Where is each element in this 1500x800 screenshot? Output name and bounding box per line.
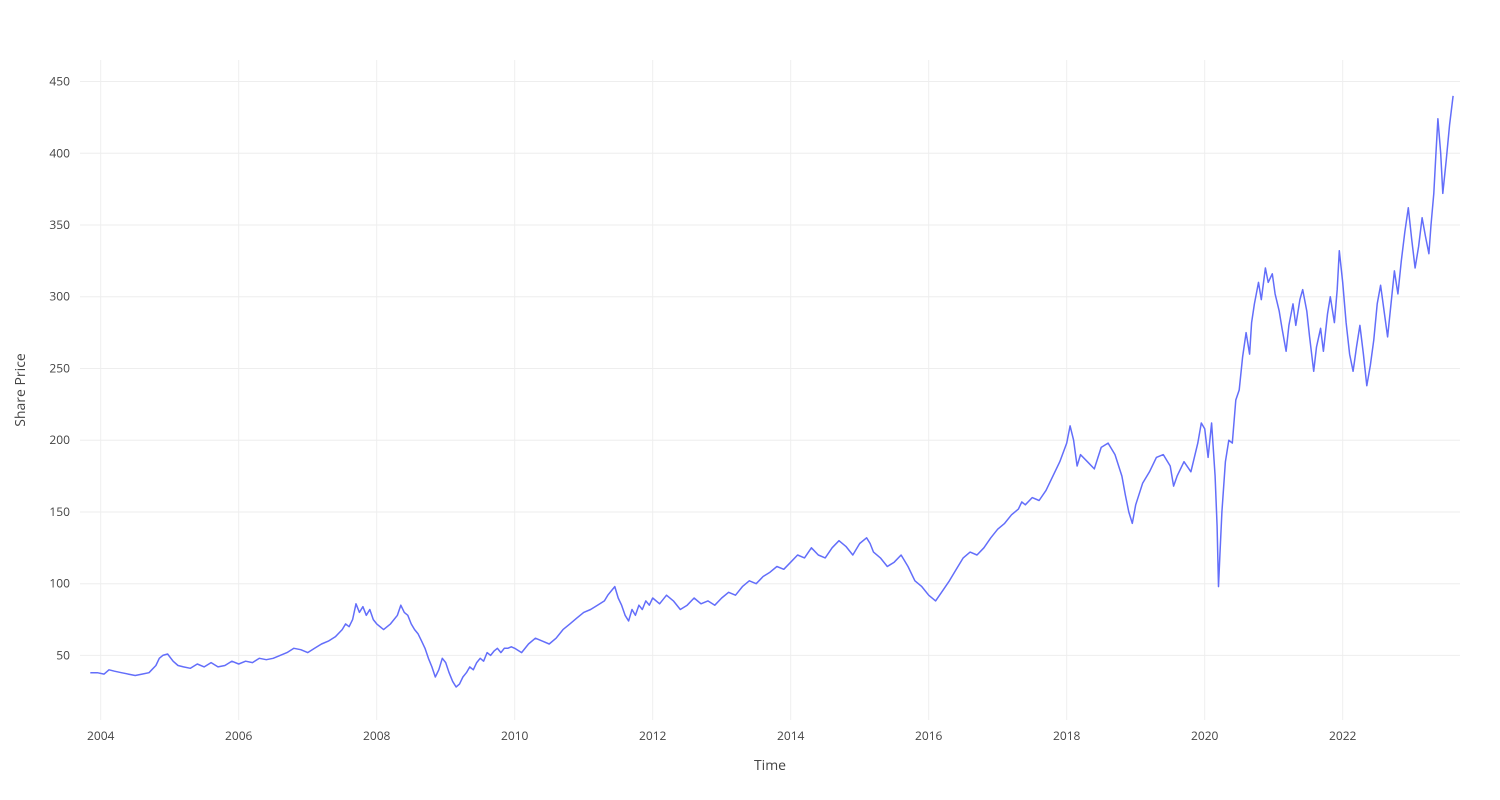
x-tick-label: 2022 (1329, 727, 1357, 744)
x-tick-label: 2004 (87, 727, 115, 744)
y-tick-label: 100 (49, 575, 70, 592)
x-tick-label: 2006 (225, 727, 253, 744)
y-tick-label: 300 (49, 288, 70, 305)
y-tick-label: 400 (49, 144, 70, 161)
x-tick-label: 2020 (1191, 727, 1219, 744)
y-tick-label: 250 (49, 359, 70, 376)
x-axis-title: Time (754, 756, 786, 775)
y-tick-label: 200 (49, 431, 70, 448)
chart-svg: 2004 2006 2008 2010 2012 2014 2016 2018 2020 2022… (0, 0, 1500, 800)
share-price-chart[interactable]: 2004 2006 2008 2010 2012 2014 2016 2018 2020 2022… (0, 0, 1500, 800)
x-tick-label: 2010 (501, 727, 529, 744)
x-tick-label: 2016 (915, 727, 943, 744)
x-tick-label: 2008 (363, 727, 391, 744)
x-tick-label: 2014 (777, 727, 805, 744)
y-tick-label: 450 (49, 73, 70, 90)
x-tick-label: 2012 (639, 727, 667, 744)
y-tick-label: 50 (56, 646, 70, 663)
y-tick-label: 350 (49, 216, 70, 233)
y-axis-title: Share Price (11, 353, 30, 427)
y-tick-label: 150 (49, 503, 70, 520)
x-tick-label: 2018 (1053, 727, 1081, 744)
